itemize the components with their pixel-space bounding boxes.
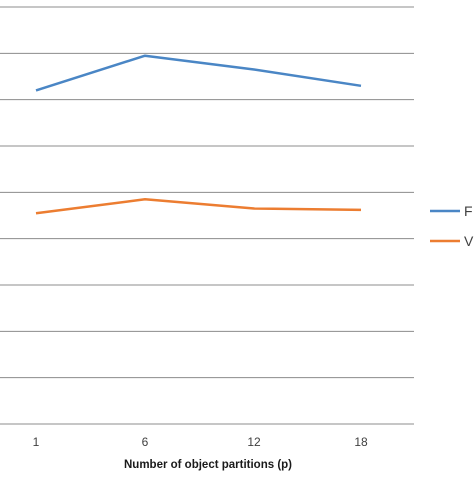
x-tick-labels: 1 6 12 18 [33,435,368,449]
series-lines [35,54,362,215]
x-tick-label: 12 [247,435,261,449]
legend-label-f: F [464,203,473,219]
legend-label-v: V [464,233,474,249]
legend: FV [430,203,474,249]
x-tick-label: 18 [354,435,368,449]
series-line-v [35,198,362,215]
series-line-f [35,54,362,92]
x-tick-label: 1 [33,435,40,449]
gridlines [0,6,414,425]
x-axis-title: Number of object partitions (p) [124,459,292,471]
x-tick-label: 6 [142,435,149,449]
